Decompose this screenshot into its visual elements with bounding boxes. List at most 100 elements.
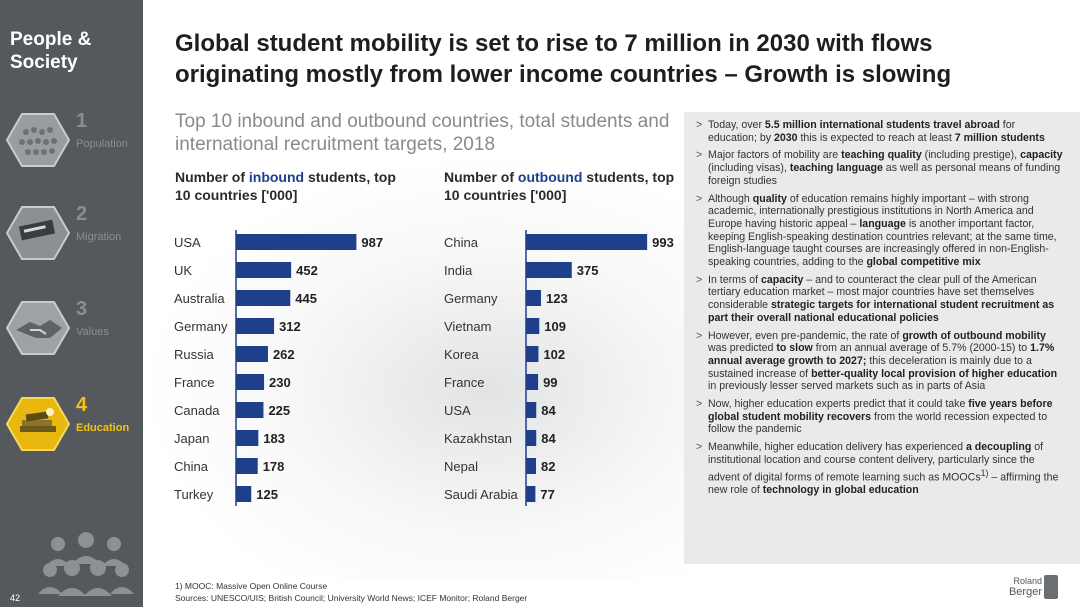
bar xyxy=(526,234,648,250)
roland-berger-logo: Roland Berger xyxy=(998,575,1058,599)
value-label: 84 xyxy=(541,403,556,418)
bar xyxy=(236,402,264,418)
bar xyxy=(526,374,539,390)
sidebar-item-population[interactable]: 1 Population xyxy=(0,110,143,192)
category-label: India xyxy=(444,263,473,278)
category-label: Nepal xyxy=(444,459,478,474)
value-label: 109 xyxy=(544,319,566,334)
handshake-icon xyxy=(6,301,70,355)
category-label: Korea xyxy=(444,347,479,362)
background-photo xyxy=(150,160,710,580)
bar xyxy=(236,374,265,390)
nav-label: Population xyxy=(76,138,128,150)
value-label: 262 xyxy=(273,347,295,362)
immigration-sign-icon xyxy=(6,206,70,260)
category-label: Kazakhstan xyxy=(444,431,512,446)
bar xyxy=(526,346,539,362)
category-label: Russia xyxy=(174,347,215,362)
sidebar-item-migration[interactable]: 2 Migration xyxy=(0,203,143,285)
logo-mark xyxy=(1044,575,1058,599)
bar xyxy=(236,458,258,474)
sidebar-item-education[interactable]: 4 Education xyxy=(0,394,143,476)
inbound-chart-title: Number of inbound students, top 10 count… xyxy=(175,169,396,203)
value-label: 123 xyxy=(546,291,568,306)
bar xyxy=(526,290,542,306)
bar xyxy=(236,290,291,306)
bar xyxy=(526,262,572,278)
category-label: France xyxy=(444,375,484,390)
crowd-photo-icon xyxy=(6,113,70,167)
value-label: 99 xyxy=(543,375,557,390)
outbound-chart-title: Number of outbound students, top 10 coun… xyxy=(444,169,675,203)
category-label: China xyxy=(174,459,209,474)
value-label: 312 xyxy=(279,319,301,334)
value-label: 178 xyxy=(263,459,285,474)
footnote-sources: Sources: UNESCO/UIS; British Council; Un… xyxy=(175,593,528,603)
commentary-bullet: Now, higher education experts predict th… xyxy=(696,398,1066,436)
bar xyxy=(526,486,536,502)
value-label: 993 xyxy=(652,235,674,250)
commentary-bullet: Major factors of mobility are teaching q… xyxy=(696,149,1066,187)
page-subtitle: Top 10 inbound and outbound countries, t… xyxy=(175,111,670,155)
bar xyxy=(236,430,259,446)
footnote: 1) MOOC: Massive Open Online Course Sour… xyxy=(175,580,527,604)
section-title: People & Society xyxy=(10,29,92,73)
bar xyxy=(526,430,537,446)
nav-number: 3 xyxy=(76,298,88,320)
value-label: 375 xyxy=(577,263,599,278)
value-label: 125 xyxy=(256,487,278,502)
commentary-panel: Today, over 5.5 million international st… xyxy=(684,112,1080,564)
value-label: 77 xyxy=(540,487,554,502)
bar xyxy=(236,486,252,502)
bar xyxy=(526,318,540,334)
bar xyxy=(526,402,537,418)
category-label: France xyxy=(174,375,214,390)
footnote-note: 1) MOOC: Massive Open Online Course xyxy=(175,581,328,591)
inbound-bar-chart: USA 987 UK 452 Australia 445 Germany 312 Russia 2… xyxy=(174,230,383,506)
commentary-bullet: In terms of capacity – and to counteract… xyxy=(696,274,1066,325)
category-label: Saudi Arabia xyxy=(444,487,518,502)
category-label: China xyxy=(444,235,479,250)
value-label: 225 xyxy=(268,403,290,418)
nav-number: 4 xyxy=(76,394,88,416)
value-label: 102 xyxy=(543,347,565,362)
bar xyxy=(526,458,537,474)
nav-label: Migration xyxy=(76,231,122,243)
sidebar: People & Society 1 Population 2 Migratio… xyxy=(0,0,143,607)
commentary-bullet: Meanwhile, higher education delivery has… xyxy=(696,441,1066,496)
outbound-bar-chart: China 993 India 375 Germany 123 Vietnam 109 Kore… xyxy=(444,230,674,506)
category-label: Turkey xyxy=(174,487,214,502)
nav-label: Values xyxy=(76,326,109,338)
category-label: Germany xyxy=(444,291,498,306)
category-label: Germany xyxy=(174,319,228,334)
books-icon xyxy=(6,397,70,451)
category-label: Canada xyxy=(174,403,220,418)
value-label: 82 xyxy=(541,459,555,474)
page-number: 42 xyxy=(10,593,21,603)
value-label: 84 xyxy=(541,431,556,446)
sidebar-item-values[interactable]: 3 Values xyxy=(0,298,143,380)
value-label: 987 xyxy=(361,235,383,250)
category-label: USA xyxy=(444,403,471,418)
value-label: 445 xyxy=(295,291,317,306)
commentary-bullet: However, even pre-pandemic, the rate of … xyxy=(696,330,1066,394)
value-label: 230 xyxy=(269,375,291,390)
category-label: USA xyxy=(174,235,201,250)
bar xyxy=(236,234,357,250)
category-label: Australia xyxy=(174,291,225,306)
page-title: Global student mobility is set to rise t… xyxy=(175,30,952,88)
commentary-bullet: Today, over 5.5 million international st… xyxy=(696,119,1066,144)
bar xyxy=(236,262,292,278)
commentary-bullet: Although quality of education remains hi… xyxy=(696,193,1066,269)
category-label: Vietnam xyxy=(444,319,491,334)
category-label: UK xyxy=(174,263,192,278)
nav-number: 2 xyxy=(76,203,88,225)
bar xyxy=(236,346,268,362)
nav-number: 1 xyxy=(76,110,88,132)
value-label: 452 xyxy=(296,263,318,278)
category-label: Japan xyxy=(174,431,209,446)
nav-label: Education xyxy=(76,422,130,434)
bar xyxy=(236,318,275,334)
people-group-icon xyxy=(38,532,134,596)
value-label: 183 xyxy=(263,431,285,446)
